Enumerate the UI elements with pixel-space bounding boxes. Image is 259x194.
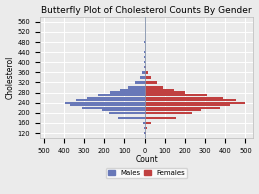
Bar <box>145 91 185 94</box>
Bar <box>145 117 176 119</box>
Bar <box>140 76 145 79</box>
Bar <box>87 97 145 99</box>
Bar <box>120 89 145 91</box>
Bar <box>144 56 145 58</box>
Bar <box>145 122 151 124</box>
Bar <box>143 66 145 68</box>
Bar <box>70 104 145 106</box>
Bar <box>144 127 145 129</box>
Bar <box>145 112 192 114</box>
Bar <box>145 99 236 101</box>
Bar <box>118 117 145 119</box>
Bar <box>82 107 145 109</box>
Bar <box>145 132 146 134</box>
Bar <box>145 66 146 68</box>
Bar <box>145 81 157 84</box>
Bar <box>143 122 145 124</box>
Bar <box>145 94 207 96</box>
Title: Butterfly Plot of Cholesterol Counts By Gender: Butterfly Plot of Cholesterol Counts By … <box>41 6 252 15</box>
X-axis label: Count: Count <box>135 155 158 164</box>
Bar <box>145 76 151 79</box>
Bar <box>145 127 147 129</box>
Bar <box>145 104 230 106</box>
Bar <box>102 109 145 112</box>
Bar <box>144 61 145 63</box>
Bar <box>98 94 145 96</box>
Bar <box>134 81 145 84</box>
Bar <box>145 102 245 104</box>
Y-axis label: Cholesterol: Cholesterol <box>5 56 15 99</box>
Bar <box>142 71 145 74</box>
Bar <box>128 86 145 89</box>
Legend: Males, Females: Males, Females <box>106 168 187 178</box>
Bar <box>144 132 145 134</box>
Bar <box>109 112 145 114</box>
Bar <box>110 91 145 94</box>
Bar <box>76 99 145 101</box>
Bar <box>145 71 148 74</box>
Bar <box>145 89 174 91</box>
Bar <box>145 86 163 89</box>
Bar <box>145 109 201 112</box>
Bar <box>65 102 145 104</box>
Bar <box>145 107 220 109</box>
Bar <box>145 97 223 99</box>
